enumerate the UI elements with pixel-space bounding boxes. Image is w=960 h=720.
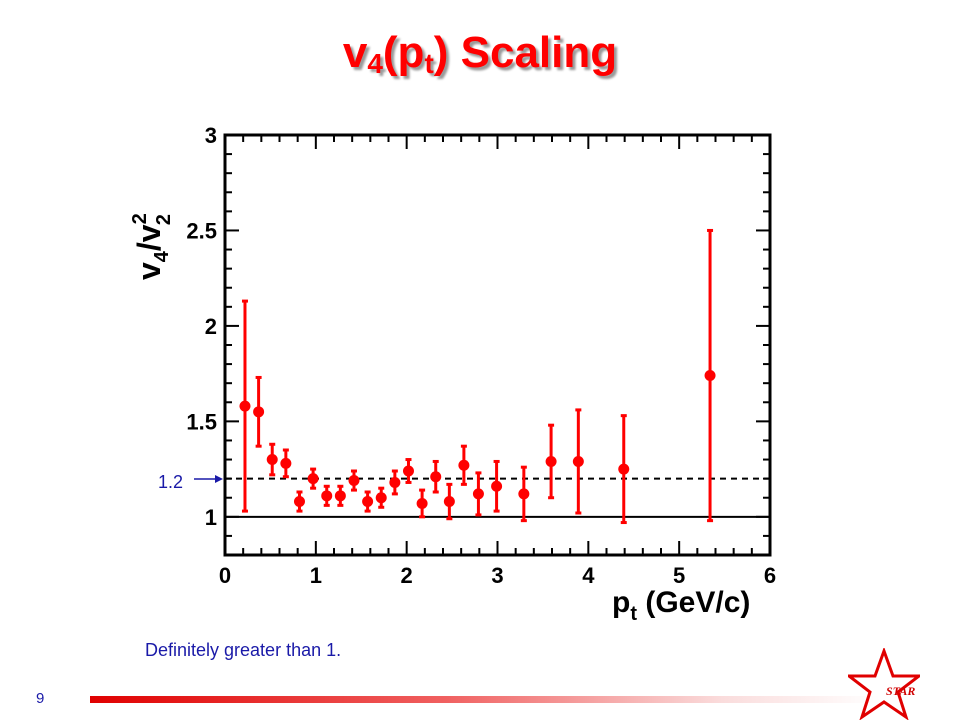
title-main: v [342, 28, 368, 77]
star-logo-text: STAR [886, 684, 916, 698]
ref-line-label: 1.2 [158, 472, 183, 492]
y-tick-labels: 1 1.5 2 2.5 3 [186, 123, 217, 530]
data-point [280, 457, 292, 469]
data-point [402, 465, 414, 477]
data-point [458, 459, 470, 471]
data-points [239, 228, 716, 525]
data-point [704, 370, 716, 382]
y-tick-label: 2 [205, 314, 217, 339]
x-tick-label: 1 [310, 563, 322, 588]
x-tick-label: 5 [673, 563, 685, 588]
data-point [472, 488, 484, 500]
data-point [545, 455, 557, 467]
x-tick-label: 0 [219, 563, 231, 588]
data-point [239, 400, 251, 412]
x-tick-label: 6 [764, 563, 776, 588]
data-point [253, 406, 265, 418]
x-tick-labels: 0 1 2 3 4 5 6 [219, 563, 776, 588]
y-tick-label: 1.5 [186, 409, 217, 434]
data-point [362, 496, 374, 508]
title-sub-4: 4 [367, 48, 383, 79]
data-point [491, 480, 503, 492]
x-tick-label: 2 [401, 563, 413, 588]
ref-arrow-head [215, 475, 223, 483]
data-point [266, 454, 278, 466]
data-point [572, 455, 584, 467]
y-tick-label: 2.5 [186, 218, 217, 243]
footer-bar [90, 696, 880, 703]
data-point [293, 496, 305, 508]
title-mid: (p [382, 28, 425, 77]
data-point [618, 463, 630, 475]
data-point [443, 496, 455, 508]
y-tick-label: 3 [205, 123, 217, 148]
y-tick-label: 1 [205, 505, 217, 530]
title-sub-t: t [424, 48, 434, 79]
plot-frame [223, 133, 772, 557]
data-point [321, 490, 333, 502]
data-point [518, 488, 530, 500]
title-end: ) Scaling [433, 28, 618, 77]
star-logo-icon [848, 648, 920, 720]
data-point [348, 475, 360, 487]
y-axis-label: v4/v2 2 [129, 213, 175, 280]
data-point [416, 497, 428, 509]
note-text: Definitely greater than 1. [145, 640, 342, 660]
data-point [389, 476, 401, 488]
page-number: 9 [36, 690, 45, 707]
chart: 0 1 2 3 4 5 6 1 1.5 2 2.5 3 1.2 pt (GeV/c) v4/v2 2 [129, 123, 776, 625]
data-point [375, 492, 387, 504]
x-tick-label: 3 [491, 563, 503, 588]
data-point [430, 471, 442, 483]
x-axis-label: pt (GeV/c) [612, 586, 750, 625]
x-tick-label: 4 [582, 563, 595, 588]
data-point [334, 490, 346, 502]
data-point [307, 473, 319, 485]
slide-title: v4(pt) Scaling [0, 28, 960, 80]
